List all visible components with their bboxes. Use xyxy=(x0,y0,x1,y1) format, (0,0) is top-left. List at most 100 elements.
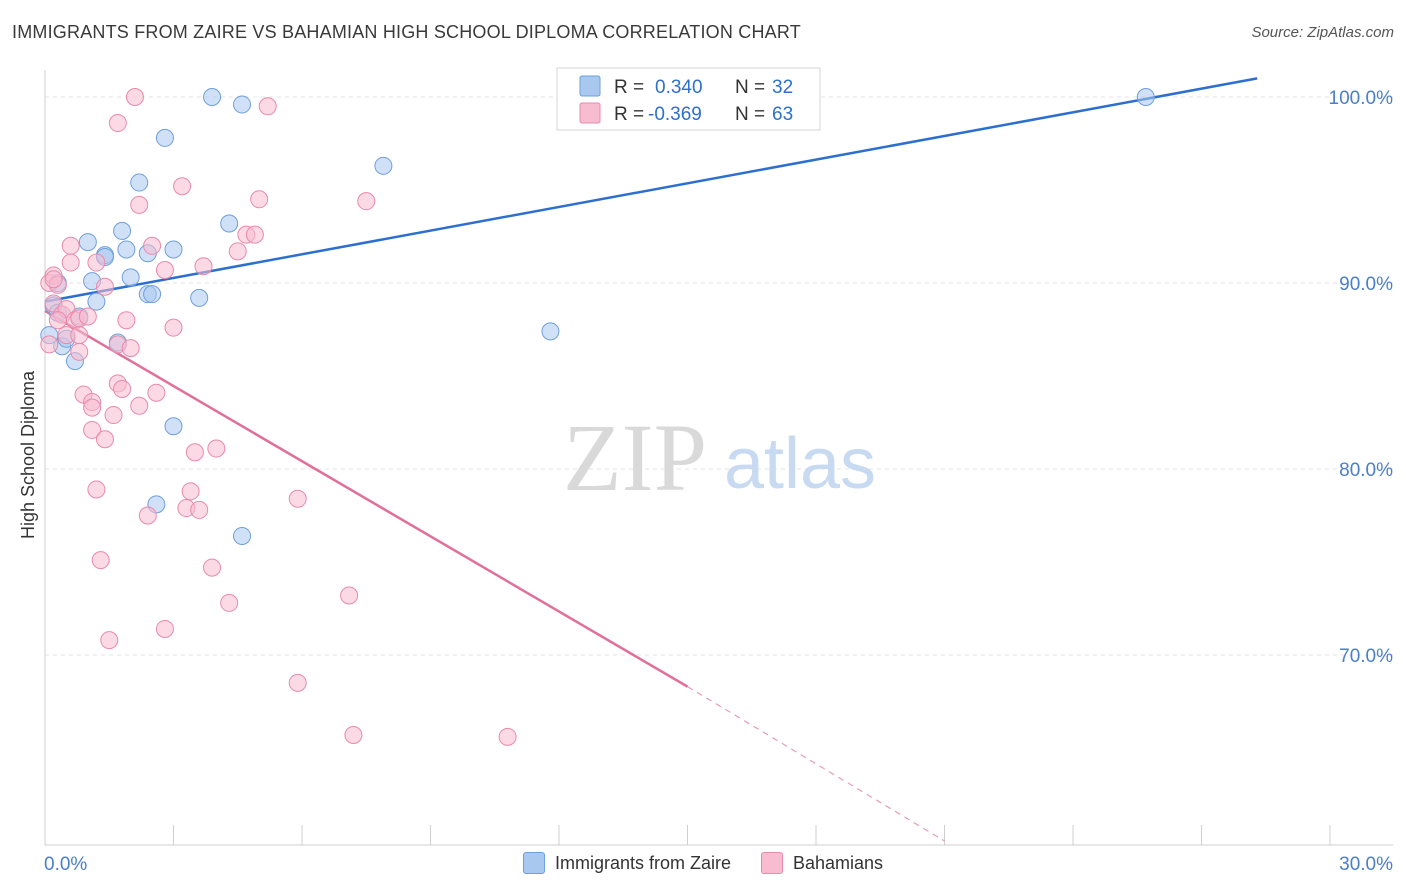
bahamians-point xyxy=(130,195,149,214)
zaire-point xyxy=(203,88,222,106)
y-tick-label: 70.0% xyxy=(1339,646,1393,667)
bahamians-point xyxy=(83,420,102,439)
zaire-point xyxy=(87,292,106,311)
zaire-point xyxy=(220,214,239,233)
bahamians-point xyxy=(70,342,89,361)
bahamians-point xyxy=(190,500,209,519)
bahamians-point xyxy=(130,396,149,415)
zaire-point xyxy=(541,322,560,341)
legend-stats: R = 0.340 N = 32 R = -0.369 N = 63 xyxy=(556,67,821,131)
bahamians-point xyxy=(78,307,97,326)
axes xyxy=(44,70,1393,846)
bahamians-point xyxy=(138,506,157,525)
legend-bottom: Immigrants from Zaire Bahamians xyxy=(0,852,1406,874)
bahamians-point xyxy=(87,480,106,499)
data-points xyxy=(40,88,1155,746)
bahamians-point xyxy=(194,257,213,276)
legend-label-zaire: Immigrants from Zaire xyxy=(554,852,731,873)
zaire-trend-line xyxy=(44,77,1258,303)
x-tick-label: 0.0% xyxy=(44,854,87,875)
bahamians-point xyxy=(357,192,376,211)
legend-swatch-bahamians xyxy=(760,852,783,874)
bahamians-point xyxy=(220,593,239,612)
legend-label-bahamians: Bahamians xyxy=(792,852,884,873)
source-label: Source: ZipAtlas.com xyxy=(1251,24,1394,41)
zaire-point xyxy=(117,240,136,259)
bahamians-point xyxy=(207,439,226,458)
bahamians-point xyxy=(48,311,67,330)
grid-lines xyxy=(45,96,1393,656)
bahamians-point xyxy=(117,311,136,330)
bahamians-point xyxy=(91,551,110,570)
legend-r-label: R = xyxy=(614,104,644,125)
chart-title: IMMIGRANTS FROM ZAIRE VS BAHAMIAN HIGH S… xyxy=(12,22,801,42)
zaire-point xyxy=(143,285,162,304)
bahamians-point xyxy=(164,318,183,337)
bahamians-point xyxy=(125,88,144,106)
y-tick-label: 100.0% xyxy=(1329,88,1394,109)
y-axis-label: High School Diploma xyxy=(18,370,38,539)
bahamians-point xyxy=(113,380,132,399)
bahamians-point xyxy=(250,190,269,209)
y-tick-label: 80.0% xyxy=(1339,460,1393,481)
legend-n-label: N = xyxy=(735,104,765,125)
bahamians-point xyxy=(104,406,123,425)
zaire-point xyxy=(233,526,252,545)
zaire-point xyxy=(164,240,183,259)
watermark: ZIP atlas xyxy=(563,404,876,511)
zaire-point xyxy=(233,95,252,114)
zaire-point xyxy=(190,288,209,307)
bahamians-point xyxy=(173,177,192,196)
bahamians-point xyxy=(228,242,247,261)
bahamians-point xyxy=(87,253,106,272)
x-tick-label: 30.0% xyxy=(1339,854,1393,875)
legend-item-bahamians: Bahamians xyxy=(760,852,884,874)
bahamians-point xyxy=(181,482,200,501)
legend-item-zaire: Immigrants from Zaire xyxy=(522,852,731,874)
bahamians-point xyxy=(498,727,517,746)
legend-r-value: 0.340 xyxy=(655,77,703,98)
legend-n-value: 63 xyxy=(772,104,793,125)
legend-swatch-blue xyxy=(579,75,601,97)
zaire-point xyxy=(78,233,97,252)
bahamians-trend-line xyxy=(44,309,689,688)
legend-swatch-pink xyxy=(579,102,601,124)
bahamians-point xyxy=(245,225,264,244)
bahamians-point xyxy=(288,673,307,692)
bahamians-point xyxy=(108,114,127,133)
bahamians-point xyxy=(40,335,59,354)
bahamians-point xyxy=(185,443,204,462)
zaire-point xyxy=(164,417,183,436)
bahamians-point xyxy=(70,326,89,345)
zaire-point xyxy=(121,268,140,287)
legend-swatch-zaire xyxy=(522,852,545,874)
bahamians-trend-extension xyxy=(687,686,945,842)
bahamians-point xyxy=(95,430,114,449)
bahamians-point xyxy=(203,558,222,577)
zaire-point xyxy=(374,156,393,175)
y-tick-label: 90.0% xyxy=(1339,274,1393,295)
bahamians-point xyxy=(121,339,140,358)
zaire-point xyxy=(1136,88,1155,106)
bahamians-point xyxy=(258,97,277,116)
bahamians-point xyxy=(83,398,102,417)
legend-r-label: R = xyxy=(614,77,644,98)
x-tick-labels: 0.0% 30.0% xyxy=(44,854,1393,875)
watermark-zip: ZIP xyxy=(563,404,707,511)
bahamians-point xyxy=(61,236,80,255)
trend-lines xyxy=(44,77,1258,842)
legend-n-value: 32 xyxy=(772,77,793,98)
bahamians-point xyxy=(100,631,119,650)
bahamians-point xyxy=(155,619,174,638)
bahamians-point xyxy=(147,383,166,402)
zaire-point xyxy=(113,221,132,240)
legend-n-label: N = xyxy=(735,77,765,98)
bahamians-point xyxy=(155,260,174,279)
bahamians-point xyxy=(143,236,162,255)
zaire-point xyxy=(130,173,149,192)
bahamians-point xyxy=(344,725,363,744)
bahamians-point xyxy=(44,270,63,289)
bahamians-point xyxy=(340,586,359,605)
bahamians-point xyxy=(61,253,80,272)
